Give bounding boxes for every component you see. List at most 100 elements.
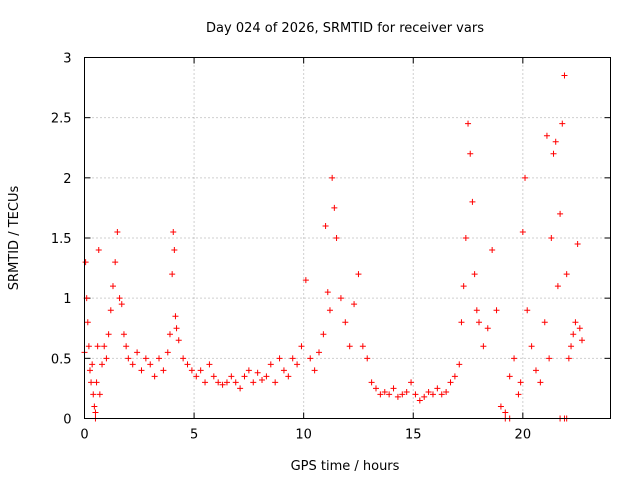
data-point <box>129 361 136 368</box>
data-point <box>326 307 333 314</box>
data-point <box>250 379 257 386</box>
data-point <box>109 283 116 290</box>
data-point <box>164 349 171 356</box>
data-point <box>421 393 428 400</box>
data-point <box>511 355 518 362</box>
data-point <box>331 204 338 211</box>
data-point <box>351 301 358 308</box>
data-point <box>276 355 283 362</box>
data-point <box>502 409 509 416</box>
data-point <box>84 319 91 326</box>
data-point <box>473 307 480 314</box>
data-point <box>92 409 99 416</box>
data-point <box>471 271 478 278</box>
y-tick-label: 1.5 <box>51 232 72 247</box>
x-tick-label: 0 <box>80 428 88 443</box>
data-point <box>528 343 535 350</box>
points-layer <box>81 72 586 422</box>
data-point <box>172 313 179 320</box>
data-point <box>570 331 577 338</box>
data-point <box>151 373 158 380</box>
x-tick-label: 15 <box>405 428 422 443</box>
y-tick-label: 2.5 <box>51 112 72 127</box>
data-point <box>476 319 482 326</box>
data-point <box>94 343 101 350</box>
data-point <box>546 355 553 362</box>
data-point <box>543 132 550 139</box>
data-point <box>484 325 491 332</box>
y-tick-label: 0 <box>63 413 71 428</box>
data-point <box>223 379 230 386</box>
data-point <box>320 331 327 338</box>
data-point <box>289 355 296 362</box>
data-point <box>322 222 329 229</box>
data-point <box>429 391 436 398</box>
data-point <box>254 369 261 376</box>
data-point <box>184 361 191 368</box>
data-point <box>171 247 178 254</box>
data-point <box>197 367 204 374</box>
data-point <box>467 150 474 157</box>
data-point <box>241 373 248 380</box>
data-point <box>462 235 469 241</box>
data-point <box>386 391 393 398</box>
data-point <box>517 379 524 386</box>
data-point <box>342 319 349 326</box>
data-point <box>147 361 154 368</box>
y-tick-label: 3 <box>63 52 71 67</box>
data-point <box>307 355 314 362</box>
data-point <box>91 403 98 410</box>
data-point <box>263 373 270 380</box>
data-point <box>480 343 487 350</box>
data-point <box>180 355 187 362</box>
data-point <box>506 373 513 380</box>
grid-layer <box>84 57 611 419</box>
data-point <box>123 343 130 350</box>
data-point <box>202 379 209 386</box>
data-point <box>88 379 95 386</box>
data-point <box>403 389 410 396</box>
data-point <box>103 355 110 362</box>
data-point <box>572 319 579 326</box>
data-point <box>294 361 301 368</box>
data-point <box>443 389 450 396</box>
data-point <box>364 355 371 362</box>
data-point <box>515 391 522 398</box>
data-point <box>280 367 287 374</box>
data-point <box>346 343 353 350</box>
data-point <box>559 120 566 127</box>
data-point <box>447 379 454 386</box>
data-point <box>142 355 149 362</box>
data-point <box>579 337 586 344</box>
data-point <box>169 271 176 278</box>
data-point <box>557 210 564 217</box>
data-point <box>107 307 114 314</box>
data-point <box>434 385 441 392</box>
data-point <box>93 379 100 386</box>
data-point <box>175 337 182 344</box>
data-point <box>465 120 472 127</box>
data-point <box>552 138 559 145</box>
x-tick-label: 5 <box>190 428 198 443</box>
data-point <box>565 355 572 362</box>
data-point <box>125 355 132 362</box>
data-point <box>394 393 401 400</box>
data-point <box>333 235 340 241</box>
data-point <box>532 367 539 374</box>
data-point <box>355 271 362 278</box>
data-point <box>206 361 213 368</box>
data-point <box>548 235 555 241</box>
data-point <box>95 247 102 254</box>
data-point <box>493 307 500 314</box>
data-point <box>85 343 92 350</box>
data-point <box>563 271 570 278</box>
data-point <box>298 343 305 350</box>
data-point <box>259 376 266 383</box>
data-point <box>160 367 167 374</box>
data-point <box>245 367 252 374</box>
data-point <box>170 228 177 235</box>
data-point <box>561 72 568 79</box>
data-point <box>138 367 145 374</box>
y-tick-label: 0.5 <box>51 352 72 367</box>
